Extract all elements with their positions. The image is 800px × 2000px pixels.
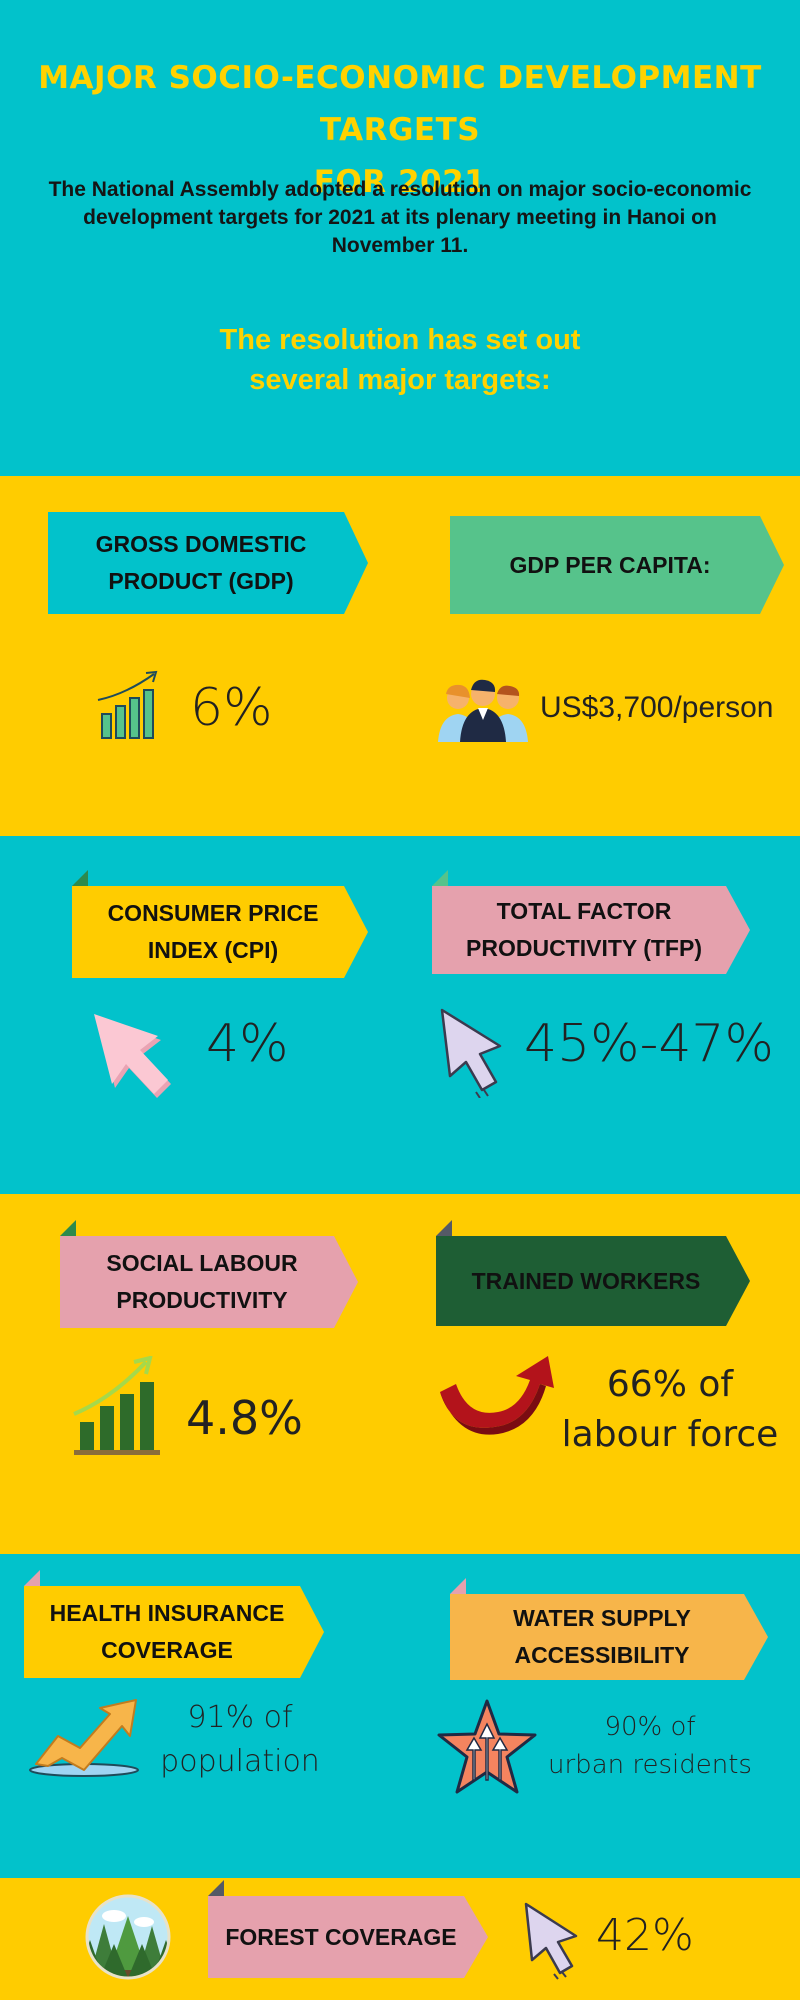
bar-chart-arrow-icon: [97, 670, 158, 739]
cursor-arrow-icon: [440, 1008, 502, 1098]
value-gdp: 6%: [190, 678, 273, 738]
tag-tfp-line1: TOTAL FACTOR: [496, 898, 672, 924]
title-line-1: MAJOR SOCIO-ECONOMIC DEVELOPMENT TARGETS: [38, 60, 762, 148]
intro-text: The National Assembly adopted a resoluti…: [48, 178, 752, 257]
forest-icon: [85, 1894, 171, 1980]
value-health-line1: 91% of: [187, 1700, 293, 1735]
page-title: MAJOR SOCIO-ECONOMIC DEVELOPMENT TARGETS…: [0, 52, 800, 208]
value-social-labour: 4.8%: [186, 1391, 303, 1445]
tag-trained-fold: [436, 1220, 452, 1236]
tag-cpi-line1: CONSUMER PRICE: [107, 900, 319, 926]
value-gdp-per-capita: US$3,700/person: [540, 691, 774, 724]
star-arrows-icon: [437, 1699, 537, 1794]
header-section: MAJOR SOCIO-ECONOMIC DEVELOPMENT TARGETS…: [0, 0, 800, 476]
value-water-line1: 90% of: [604, 1712, 696, 1742]
tag-health-fold: [24, 1570, 40, 1586]
tag-gdp-per-capita-line1: GDP PER CAPITA:: [509, 551, 711, 578]
value-trained-workers-line2: labour force: [561, 1414, 779, 1455]
bar-chart-growth-icon: [73, 1356, 160, 1455]
tag-cpi: CONSUMER PRICE INDEX (CPI): [72, 886, 368, 978]
tag-water-line2: ACCESSIBILITY: [514, 1642, 690, 1668]
lead-line-2: several major targets:: [249, 364, 551, 396]
tag-gdp-line2: PRODUCT (GDP): [108, 568, 294, 594]
tag-cpi-fold: [72, 870, 88, 886]
tag-water-line1: WATER SUPPLY: [513, 1605, 691, 1631]
cursor-arrow-icon: [94, 1014, 171, 1098]
row-health-water: HEALTH INSURANCE COVERAGE WATER SUPPLY ACC…: [0, 1554, 800, 1878]
tag-gdp-per-capita: GDP PER CAPITA:: [450, 516, 784, 614]
value-health-line2: population: [160, 1744, 320, 1779]
rising-arrow-icon: [29, 1699, 139, 1777]
tag-social-labour-line1: SOCIAL LABOUR: [106, 1250, 298, 1276]
row-labour: SOCIAL LABOUR PRODUCTIVITY TRAINED WORKER…: [0, 1194, 800, 1554]
people-group-icon: [438, 679, 528, 742]
tag-trained-workers-line1: TRAINED WORKERS: [471, 1267, 701, 1294]
row-cpi-tfp: CONSUMER PRICE INDEX (CPI) TOTAL FACTOR PR…: [0, 836, 800, 1194]
tag-labour-fold: [60, 1220, 76, 1236]
tag-forest-line1: FOREST COVERAGE: [225, 1923, 457, 1950]
curved-red-arrow-icon: [440, 1356, 554, 1435]
tag-tfp-fold: [432, 870, 448, 886]
tag-social-labour: SOCIAL LABOUR PRODUCTIVITY: [60, 1236, 358, 1328]
lead-text: The resolution has set out several major…: [150, 320, 650, 400]
value-trained-workers-line1: 66% of: [606, 1364, 734, 1405]
tag-health-insurance: HEALTH INSURANCE COVERAGE: [24, 1586, 324, 1678]
tag-forest-coverage: FOREST COVERAGE: [208, 1896, 488, 1978]
tag-health-line2: COVERAGE: [101, 1637, 233, 1663]
row-gdp: GROSS DOMESTIC PRODUCT (GDP) GDP PER CAPI…: [0, 476, 800, 836]
value-forest-coverage: 42%: [596, 1910, 694, 1961]
tag-cpi-line2: INDEX (CPI): [147, 937, 279, 963]
value-health-insurance: 91% of population: [150, 1696, 330, 1784]
tag-tfp: TOTAL FACTOR PRODUCTIVITY (TFP): [432, 886, 750, 974]
tag-water-supply: WATER SUPPLY ACCESSIBILITY: [450, 1594, 768, 1680]
value-water-supply: 90% of urban residents: [540, 1708, 760, 1784]
value-water-line2: urban residents: [548, 1750, 752, 1780]
row-forest: FOREST COVERAGE 42%: [0, 1878, 800, 2000]
tag-gdp-line1: GROSS DOMESTIC: [95, 531, 307, 557]
tag-water-fold: [450, 1578, 466, 1594]
tag-social-labour-line2: PRODUCTIVITY: [116, 1287, 288, 1313]
cursor-arrow-icon: [524, 1902, 578, 1980]
value-tfp: 45%-47%: [524, 1014, 774, 1074]
tag-tfp-line2: PRODUCTIVITY (TFP): [466, 935, 702, 961]
tag-trained-workers: TRAINED WORKERS: [436, 1236, 750, 1326]
tag-forest-fold: [208, 1880, 224, 1896]
title-line-2: FOR 2021: [313, 164, 487, 200]
tag-gdp: GROSS DOMESTIC PRODUCT (GDP): [48, 512, 368, 614]
value-trained-workers: 66% of labour force: [560, 1360, 780, 1460]
value-cpi: 4%: [206, 1014, 289, 1074]
tag-health-line1: HEALTH INSURANCE: [49, 1600, 285, 1626]
lead-line-1: The resolution has set out: [219, 324, 581, 356]
